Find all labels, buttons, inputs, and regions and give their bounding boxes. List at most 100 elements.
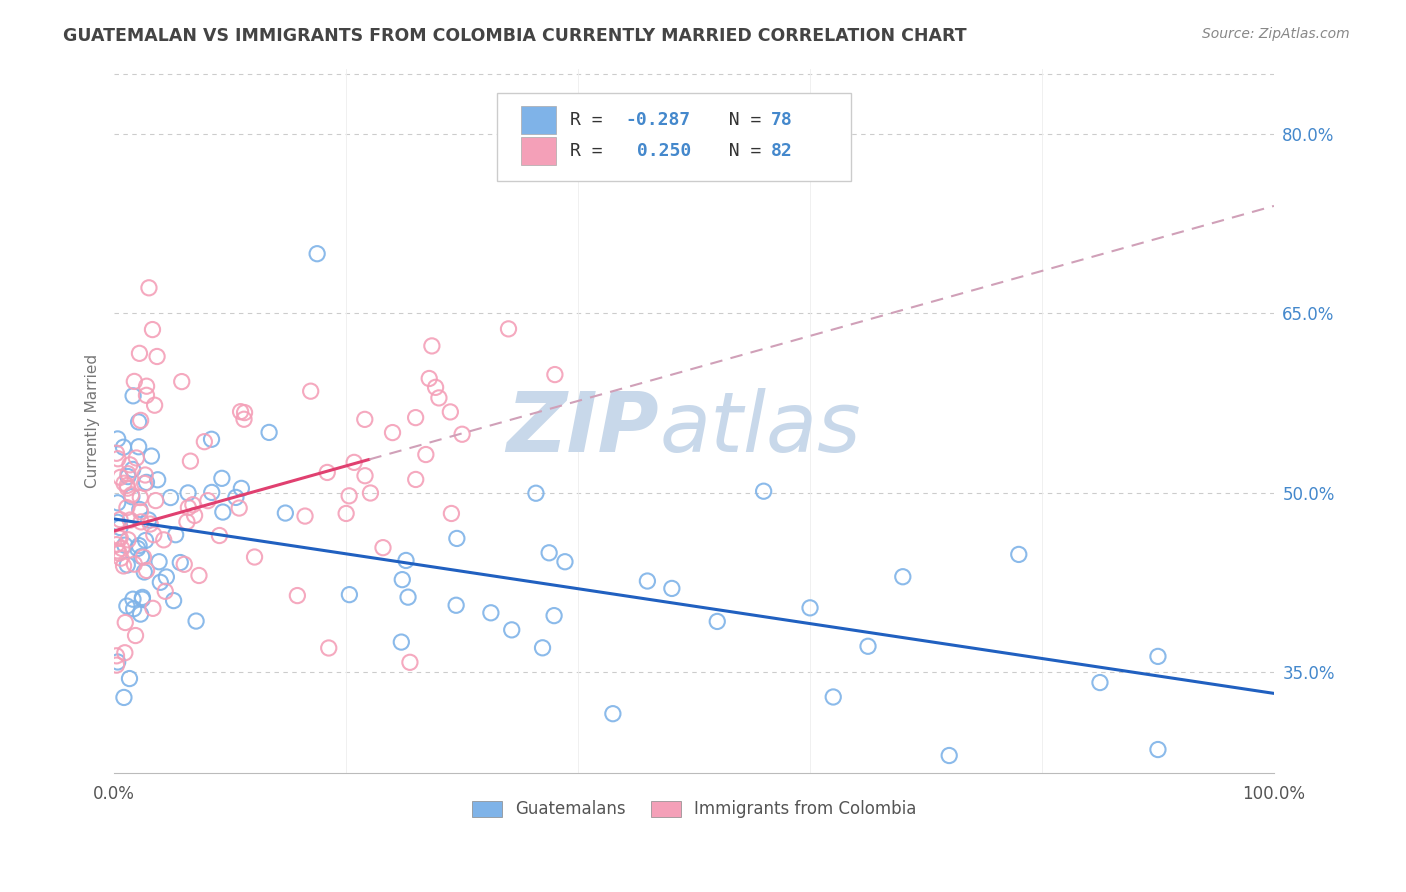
FancyBboxPatch shape [496,93,851,181]
Point [418,371,440,385]
Point [231,481,253,495]
Point [107,451,129,466]
Point [118,458,141,472]
Text: GUATEMALAN VS IMMIGRANTS FROM COLOMBIA CURRENTLY MARRIED CORRELATION CHART: GUATEMALAN VS IMMIGRANTS FROM COLOMBIA C… [63,27,967,45]
Point [391,573,413,587]
Y-axis label: Currently Married: Currently Married [86,354,100,488]
Point [479,606,502,620]
Point [396,590,419,604]
Point [121,490,143,504]
Point [201,485,224,500]
Point [211,505,233,519]
Point [107,496,129,510]
Point [115,500,138,515]
Text: N =: N = [707,142,772,160]
Point [129,505,152,519]
Point [112,558,135,573]
Point [105,648,128,663]
Point [233,412,256,426]
Point [162,593,184,607]
Point [318,640,340,655]
Text: 0.250: 0.250 [626,142,690,160]
Point [131,591,153,605]
Point [371,541,394,555]
Point [135,533,157,548]
Point [148,555,170,569]
Point [127,541,149,556]
Point [1147,649,1170,664]
Point [544,368,567,382]
Text: 82: 82 [770,142,793,160]
Point [339,588,361,602]
Point [1147,742,1170,756]
Point [114,646,136,660]
Point [173,558,195,572]
Point [602,706,624,721]
Point [114,538,136,552]
Point [114,615,136,630]
Point [117,481,139,495]
Text: 78: 78 [770,111,793,129]
Legend: Guatemalans, Immigrants from Colombia: Guatemalans, Immigrants from Colombia [465,794,924,825]
Point [169,556,191,570]
Point [122,389,145,403]
Point [112,476,135,491]
Point [538,546,561,560]
Point [170,375,193,389]
Point [129,515,152,529]
Point [107,655,129,669]
Point [110,470,132,484]
Point [425,380,447,394]
Point [229,405,252,419]
Point [420,339,443,353]
Point [146,350,169,364]
Point [110,531,132,545]
Point [228,501,250,516]
Point [208,528,231,542]
Text: R =: R = [569,111,613,129]
Point [131,549,153,564]
Point [141,322,163,336]
Point [125,450,148,465]
Point [139,516,162,531]
Point [439,405,461,419]
Point [107,531,129,545]
Point [299,384,322,399]
Point [129,491,152,505]
Point [128,415,150,429]
Point [427,391,450,405]
Point [129,413,152,427]
Point [129,607,152,621]
Point [307,246,329,260]
Point [135,564,157,578]
Point [112,690,135,705]
Point [752,484,775,499]
Point [107,516,129,530]
Point [335,507,357,521]
Point [193,434,215,449]
Bar [522,136,555,165]
Point [359,486,381,500]
Point [107,543,129,558]
Point [115,478,138,492]
Point [524,486,547,500]
Point [105,446,128,460]
Point [856,640,879,654]
Point [451,427,474,442]
Text: Source: ZipAtlas.com: Source: ZipAtlas.com [1202,27,1350,41]
Point [134,565,156,579]
Point [225,491,247,505]
Point [155,570,177,584]
Point [131,592,153,607]
Point [143,398,166,412]
Point [149,575,172,590]
Point [124,628,146,642]
Point [399,656,422,670]
Point [188,568,211,582]
Point [353,412,375,426]
Point [128,502,150,516]
Point [177,486,200,500]
Text: atlas: atlas [659,387,860,468]
Point [183,508,205,523]
Point [145,493,167,508]
